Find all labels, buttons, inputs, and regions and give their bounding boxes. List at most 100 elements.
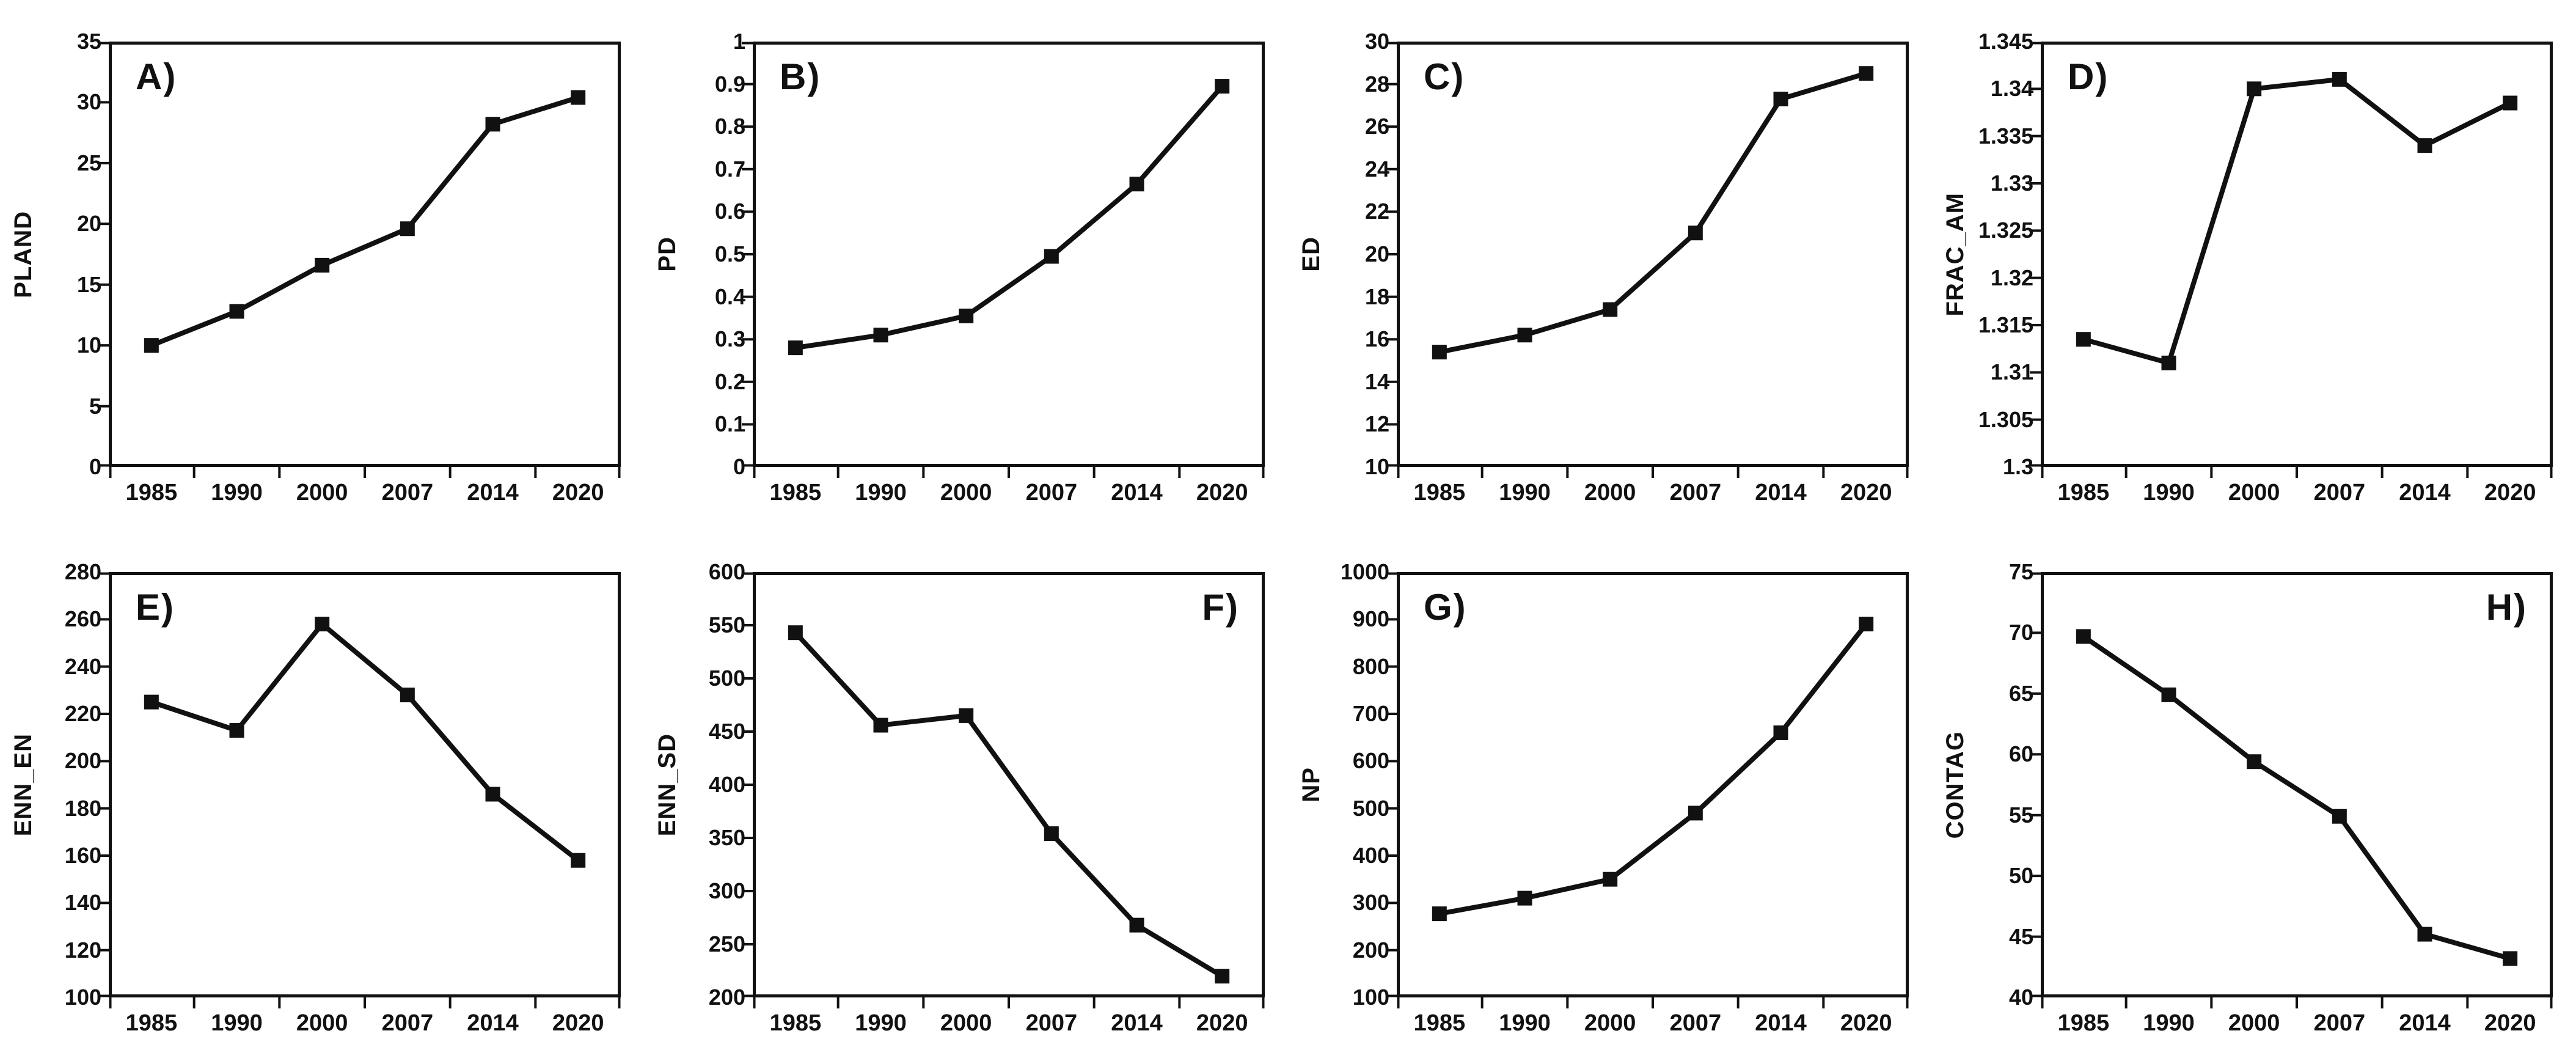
x-tick-label: 2020	[2484, 480, 2536, 505]
y-tick-label: 0.7	[714, 156, 745, 182]
y-tick-label: 550	[708, 612, 745, 637]
x-tick-label: 1990	[1499, 1010, 1551, 1036]
y-tick-label: 300	[1352, 890, 1389, 916]
y-tick-label: 400	[708, 772, 745, 797]
y-tick-label: 0.5	[714, 241, 745, 266]
x-axis-tick-labels: 1985 1990 2000 2007 2014 2020	[1397, 477, 1909, 513]
y-tick-label: 20	[1364, 241, 1389, 266]
y-tick-label: 65	[2008, 680, 2033, 706]
y-tick-label: 120	[64, 937, 101, 963]
y-tick-label: 1000	[1340, 559, 1389, 584]
x-tick-label: 2000	[1584, 1010, 1636, 1036]
x-tick-label: 2014	[467, 480, 519, 505]
y-tick-label: 0	[89, 454, 101, 479]
plot-area: G)	[1386, 572, 1909, 1008]
chart-panel-b: PD 0 0.1 0.2 0.3 0.4 0.5 0.6 0.7 0.8 0.9 1 B) 1985…	[644, 0, 1288, 530]
x-tick-label: 2014	[2399, 480, 2451, 505]
y-tick-label: 35	[76, 29, 101, 54]
x-tick-label: 2014	[1755, 480, 1807, 505]
y-tick-label: 0.2	[714, 369, 745, 394]
x-tick-label: 2000	[296, 1010, 348, 1036]
x-tick-label: 1985	[769, 480, 822, 505]
y-tick-label: 160	[64, 843, 101, 868]
panel-letter: D)	[2068, 56, 2109, 97]
y-tick-label: 1.335	[1978, 123, 2033, 149]
x-tick-label: 1985	[2057, 480, 2110, 505]
y-tick-label: 30	[76, 89, 101, 115]
x-tick-label: 2007	[381, 480, 434, 505]
x-tick-label: 2000	[940, 480, 992, 505]
x-tick-label: 2007	[1669, 480, 1722, 505]
plot-area: D)	[2030, 42, 2553, 478]
plot-area: F)	[742, 572, 1265, 1008]
x-tick-label: 2014	[1111, 480, 1163, 505]
x-tick-label: 1990	[1499, 480, 1551, 505]
panel-letter: E)	[136, 587, 175, 628]
x-tick-label: 2000	[296, 480, 348, 505]
chart-panel-d: FRAC_AM 1.3 1.305 1.31 1.315 1.32 1.325 1.33 1.…	[1932, 0, 2576, 530]
y-tick-label: 0.6	[714, 199, 745, 224]
line-series-chart	[1386, 42, 1909, 478]
plot-area: A)	[98, 42, 621, 478]
x-tick-label: 2014	[467, 1010, 519, 1036]
x-axis-tick-labels: 1985 1990 2000 2007 2014 2020	[1397, 1007, 1909, 1044]
x-tick-label: 1990	[2143, 480, 2195, 505]
x-tick-label: 1985	[125, 480, 178, 505]
y-tick-label: 16	[1364, 326, 1389, 352]
y-tick-label: 12	[1364, 411, 1389, 437]
x-axis-tick-labels: 1985 1990 2000 2007 2014 2020	[109, 1007, 621, 1044]
x-axis-tick-labels: 1985 1990 2000 2007 2014 2020	[2041, 1007, 2553, 1044]
chart-panel-g: NP 100 200 300 400 500 600 700 800 900 1000 G) 19…	[1288, 530, 1932, 1061]
x-tick-label: 1985	[125, 1010, 178, 1036]
y-axis-tick-labels: 10 12 14 16 18 20 22 24 26 28 30	[1310, 29, 1389, 479]
x-tick-label: 2020	[2484, 1010, 2536, 1036]
y-tick-label: 25	[76, 150, 101, 175]
x-tick-label: 1985	[769, 1010, 822, 1036]
y-tick-label: 1.325	[1978, 218, 2033, 243]
x-tick-label: 2000	[940, 1010, 992, 1036]
panel-letter: F)	[1202, 587, 1239, 628]
y-tick-label: 300	[708, 878, 745, 903]
y-tick-label: 280	[64, 559, 101, 584]
y-tick-label: 220	[64, 701, 101, 726]
y-tick-label: 250	[708, 931, 745, 956]
chart-panel-a: PLAND 0 5 10 15 20 25 30 35 A) 1985 1990 2000 2007…	[0, 0, 644, 530]
y-tick-label: 28	[1364, 71, 1389, 97]
chart-panel-f: ENN_SD 200 250 300 350 400 450 500 550 600 F) 19…	[644, 530, 1288, 1061]
y-tick-label: 10	[1364, 454, 1389, 479]
panel-letter: A)	[136, 56, 177, 97]
y-tick-label: 0.9	[714, 71, 745, 97]
y-axis-tick-labels: 100 120 140 160 180 200 220 240 260 280	[22, 559, 101, 1010]
y-tick-label: 55	[2008, 802, 2033, 828]
y-tick-label: 20	[76, 211, 101, 237]
y-axis-tick-labels: 0 0.1 0.2 0.3 0.4 0.5 0.6 0.7 0.8 0.9 1	[666, 29, 745, 479]
y-tick-label: 900	[1352, 606, 1389, 632]
x-tick-label: 1990	[211, 1010, 263, 1036]
y-tick-label: 600	[708, 559, 745, 584]
y-tick-label: 0.3	[714, 326, 745, 352]
y-tick-label: 700	[1352, 701, 1389, 726]
y-tick-label: 180	[64, 795, 101, 821]
x-tick-label: 1985	[2057, 1010, 2110, 1036]
x-tick-label: 2020	[552, 480, 604, 505]
chart-panel-h: CONTAG 40 45 50 55 60 65 70 75 H) 1985 1990 2000 2…	[1932, 530, 2576, 1061]
y-tick-label: 26	[1364, 114, 1389, 139]
x-tick-label: 2020	[552, 1010, 604, 1036]
panel-letter: C)	[1424, 56, 1465, 97]
line-series-chart	[2030, 572, 2553, 1008]
line-series-chart	[742, 572, 1265, 1008]
x-tick-label: 2007	[2313, 1010, 2366, 1036]
line-series-chart	[98, 42, 621, 478]
x-tick-label: 2014	[1111, 1010, 1163, 1036]
y-tick-label: 1.34	[1990, 76, 2033, 101]
panel-letter: B)	[780, 56, 821, 97]
x-tick-label: 1985	[1413, 480, 1466, 505]
y-tick-label: 0.8	[714, 114, 745, 139]
x-tick-label: 1990	[855, 480, 907, 505]
y-tick-label: 70	[2008, 620, 2033, 645]
y-tick-label: 1.305	[1978, 406, 2033, 432]
y-tick-label: 18	[1364, 284, 1389, 309]
y-tick-label: 1.315	[1978, 312, 2033, 337]
y-tick-label: 45	[2008, 923, 2033, 949]
